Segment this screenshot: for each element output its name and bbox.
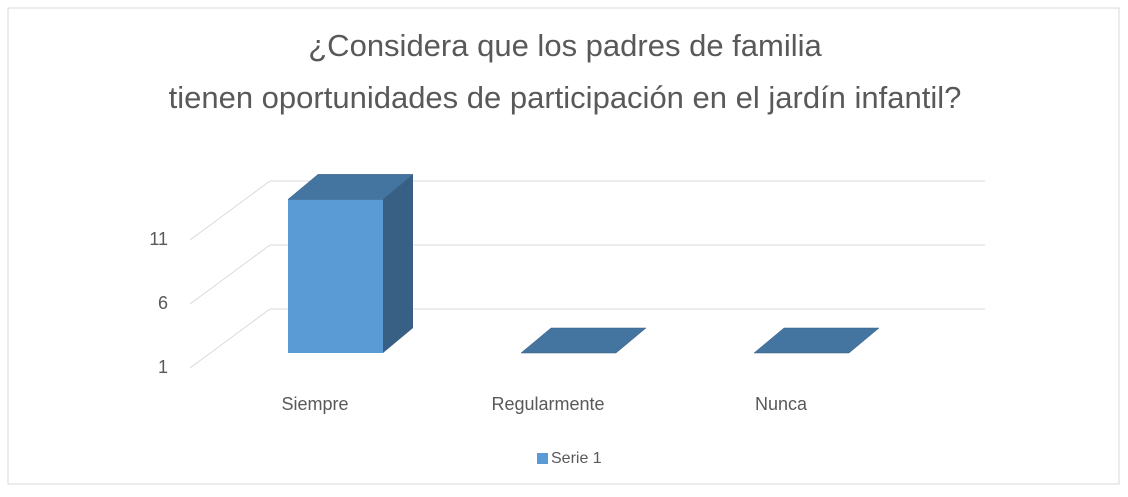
legend-swatch — [537, 453, 548, 464]
bar — [287, 174, 414, 353]
chart-border — [7, 7, 1120, 485]
y-tick-label: 1 — [158, 357, 168, 377]
grid-line — [189, 244, 271, 305]
grid-line — [189, 308, 271, 369]
grid-line — [189, 180, 271, 241]
x-tick-label: Nunca — [755, 394, 808, 414]
bar — [520, 327, 647, 354]
y-tick-label: 6 — [158, 293, 168, 313]
y-tick-label: 11 — [149, 229, 168, 249]
bar-top — [520, 327, 647, 354]
bar — [753, 327, 880, 354]
bar-top — [753, 327, 880, 354]
bar-front — [288, 199, 383, 353]
chart-title: ¿Considera que los padres de familia tien… — [169, 28, 962, 115]
x-tick-label: Siempre — [281, 394, 348, 414]
bar-side — [383, 174, 413, 353]
bar-top — [287, 174, 414, 200]
x-tick-label: Regularmente — [491, 394, 604, 414]
legend-label: Serie 1 — [551, 450, 602, 467]
